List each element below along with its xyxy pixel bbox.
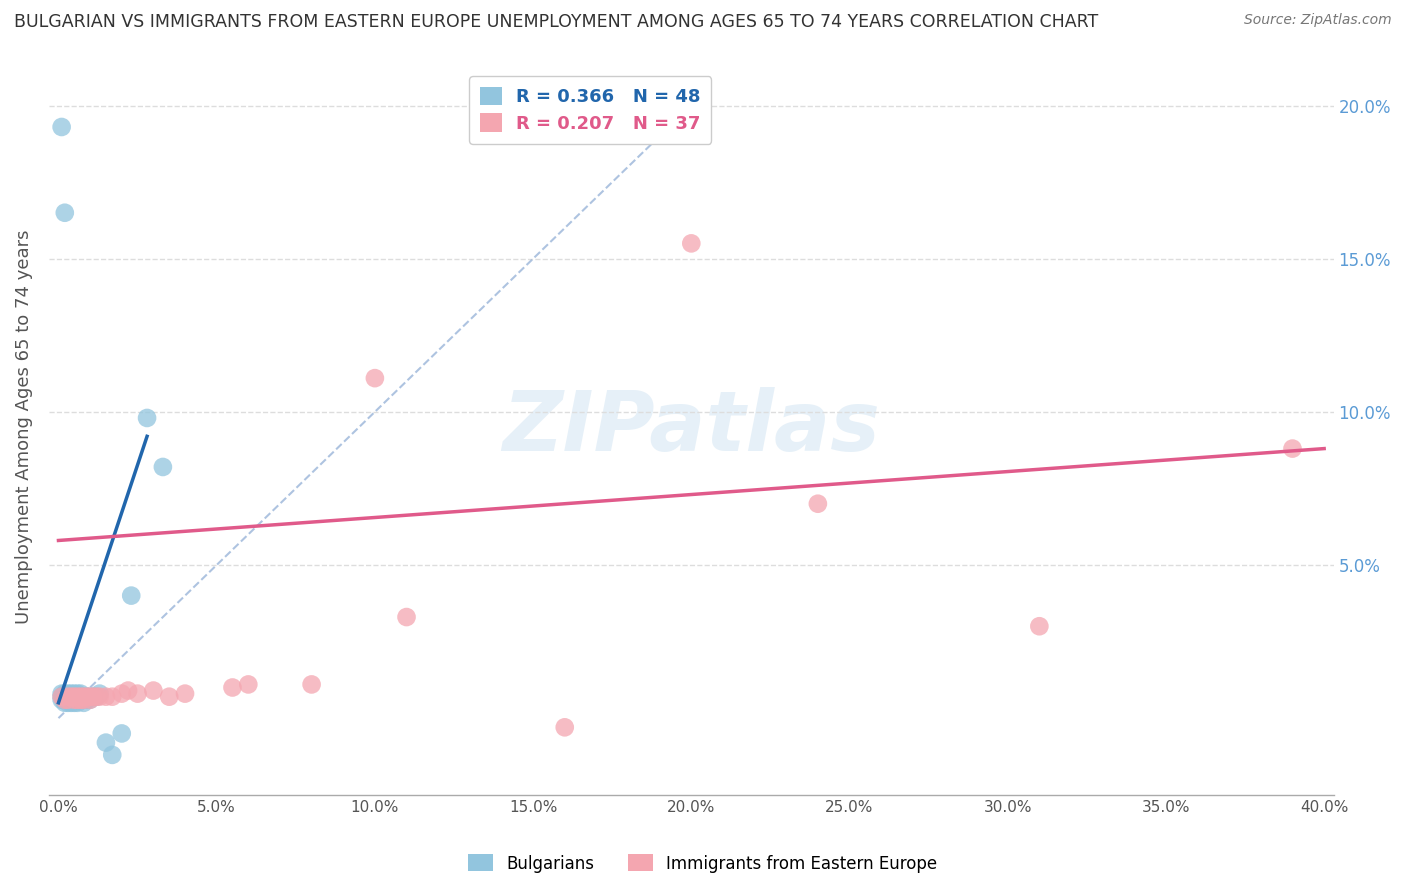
Point — [51, 692, 73, 706]
Point — [76, 690, 98, 704]
Point — [117, 683, 139, 698]
Point — [89, 687, 111, 701]
Point — [86, 690, 108, 704]
Point — [53, 696, 76, 710]
Point — [152, 460, 174, 475]
Point — [69, 690, 91, 704]
Point — [63, 690, 86, 704]
Point — [142, 683, 165, 698]
Text: ZIPatlas: ZIPatlas — [502, 386, 880, 467]
Point — [66, 690, 89, 704]
Point — [82, 690, 104, 704]
Point — [51, 690, 73, 704]
Point — [136, 411, 159, 425]
Point — [63, 690, 86, 704]
Point — [69, 692, 91, 706]
Point — [807, 497, 830, 511]
Point — [56, 690, 79, 704]
Point — [364, 371, 387, 385]
Text: BULGARIAN VS IMMIGRANTS FROM EASTERN EUROPE UNEMPLOYMENT AMONG AGES 65 TO 74 YEA: BULGARIAN VS IMMIGRANTS FROM EASTERN EUR… — [14, 13, 1098, 31]
Point — [554, 720, 576, 734]
Legend: Bulgarians, Immigrants from Eastern Europe: Bulgarians, Immigrants from Eastern Euro… — [461, 847, 945, 880]
Point — [63, 692, 86, 706]
Point — [60, 687, 83, 701]
Point — [56, 692, 79, 706]
Point — [51, 687, 73, 701]
Point — [94, 736, 117, 750]
Point — [53, 690, 76, 704]
Point — [79, 690, 101, 704]
Y-axis label: Unemployment Among Ages 65 to 74 years: Unemployment Among Ages 65 to 74 years — [15, 230, 32, 624]
Point — [82, 690, 104, 704]
Point — [111, 726, 134, 740]
Point — [76, 690, 98, 704]
Point — [56, 692, 79, 706]
Point — [79, 692, 101, 706]
Point — [238, 677, 260, 691]
Point — [53, 692, 76, 706]
Point — [301, 677, 323, 691]
Point — [51, 120, 73, 134]
Point — [66, 692, 89, 706]
Point — [63, 687, 86, 701]
Point — [73, 690, 96, 704]
Point — [66, 692, 89, 706]
Point — [111, 687, 134, 701]
Text: Source: ZipAtlas.com: Source: ZipAtlas.com — [1244, 13, 1392, 28]
Point — [94, 690, 117, 704]
Point — [1281, 442, 1303, 456]
Point — [60, 696, 83, 710]
Point — [56, 696, 79, 710]
Point — [53, 206, 76, 220]
Point — [73, 690, 96, 704]
Point — [79, 692, 101, 706]
Point — [63, 692, 86, 706]
Point — [60, 692, 83, 706]
Point — [1028, 619, 1050, 633]
Point — [66, 690, 89, 704]
Point — [395, 610, 418, 624]
Point — [69, 687, 91, 701]
Point — [56, 690, 79, 704]
Point — [73, 696, 96, 710]
Point — [56, 692, 79, 706]
Point — [681, 236, 703, 251]
Point — [101, 690, 124, 704]
Point — [53, 687, 76, 701]
Point — [60, 692, 83, 706]
Point — [60, 690, 83, 704]
Point — [101, 747, 124, 762]
Point — [69, 690, 91, 704]
Point — [63, 696, 86, 710]
Point — [127, 687, 149, 701]
Legend: R = 0.366   N = 48, R = 0.207   N = 37: R = 0.366 N = 48, R = 0.207 N = 37 — [470, 76, 711, 144]
Point — [66, 696, 89, 710]
Point — [51, 690, 73, 704]
Point — [221, 681, 243, 695]
Point — [89, 690, 111, 704]
Point — [79, 690, 101, 704]
Point — [157, 690, 180, 704]
Point — [60, 690, 83, 704]
Point — [66, 687, 89, 701]
Point — [73, 692, 96, 706]
Point — [76, 692, 98, 706]
Point — [174, 687, 197, 701]
Point — [120, 589, 142, 603]
Point — [53, 692, 76, 706]
Point — [86, 690, 108, 704]
Point — [56, 687, 79, 701]
Point — [69, 692, 91, 706]
Point — [63, 690, 86, 704]
Point — [73, 692, 96, 706]
Point — [56, 690, 79, 704]
